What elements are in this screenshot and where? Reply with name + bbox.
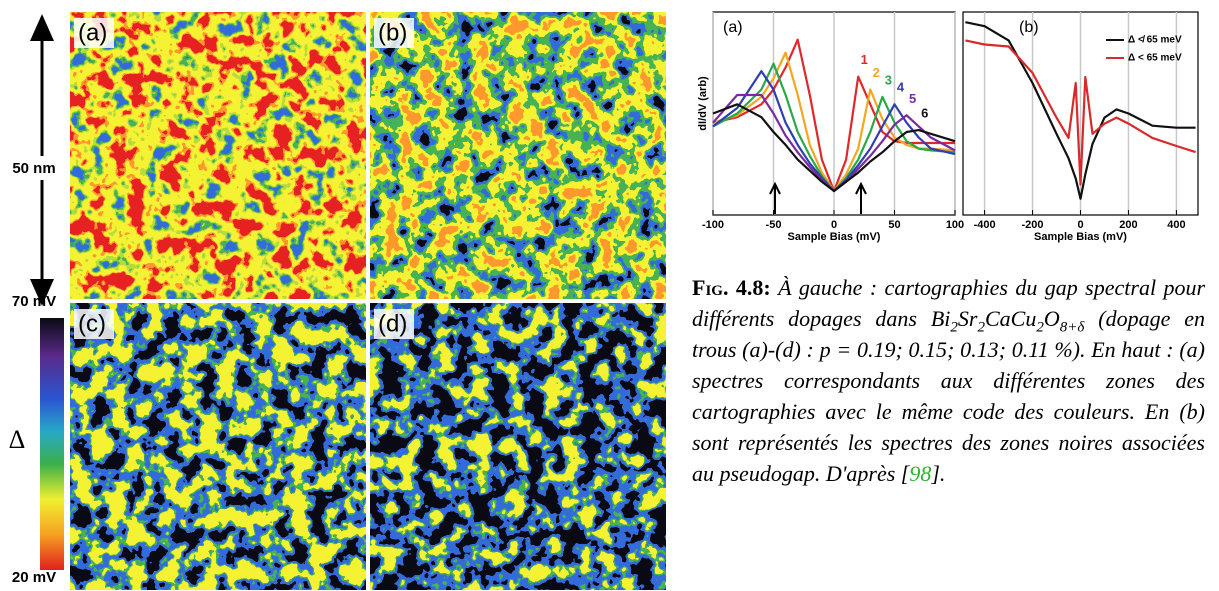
caption-label: Fig. 4.8: (692, 275, 771, 300)
spectrum-line (712, 103, 956, 193)
series-label: 1 (861, 52, 868, 67)
formula-part: 2 (950, 319, 958, 336)
caption-text: (dopage en trous (a)-(d) : p = 0.19; 0.1… (692, 306, 1205, 486)
x-tick-label: 100 (946, 219, 964, 231)
legend-label: Δ < 65 meV (1128, 53, 1182, 64)
colorbar-symbol: Δ (9, 425, 26, 454)
formula-part: 8+δ (1059, 319, 1085, 336)
x-axis-title: Sample Bias (mV) (1034, 231, 1127, 243)
series-label: 3 (885, 72, 892, 87)
formula-part: 2 (1036, 319, 1044, 336)
series-label: 4 (897, 80, 905, 95)
gap-arrow (769, 181, 781, 214)
spectrum-line (965, 39, 1196, 186)
colorbar-top: 70 mV (12, 293, 56, 310)
scale-label: 50 nm (12, 160, 55, 177)
formula-part: 2 (977, 319, 985, 336)
colorbar-bottom: 20 mV (12, 569, 56, 586)
caption-text: ]. (931, 461, 946, 486)
colorbar (40, 318, 64, 570)
scale-label-bg (3, 156, 65, 180)
formula-part: CaCu (984, 306, 1037, 331)
gap-map (70, 303, 366, 590)
gap-map (70, 12, 366, 299)
x-tick-label: 0 (1077, 219, 1083, 231)
x-tick-label: -400 (974, 219, 996, 231)
gap-maps: (a) (b) (c) (d) (70, 12, 666, 590)
map-label: (b) (378, 19, 407, 46)
series-label: 2 (873, 65, 880, 80)
formula-part: Sr (957, 306, 978, 331)
reference-link[interactable]: 98 (909, 461, 932, 486)
map-label-bg (374, 18, 414, 48)
map-label-bg (74, 309, 114, 339)
map-label-bg (74, 18, 114, 48)
formula: Bi2Sr2CaCu2O8+δ (930, 306, 1084, 335)
series-label: 5 (909, 91, 916, 106)
formula-part: Bi (930, 306, 951, 331)
x-tick-label: -200 (1022, 219, 1044, 231)
x-axis-title: Sample Bias (mV) (788, 231, 881, 243)
series-label: 6 (921, 106, 928, 121)
map-label: (c) (78, 310, 106, 337)
x-tick-label: 50 (888, 219, 900, 231)
caption: Fig. 4.8: À gauche : cartographies du ga… (692, 272, 1205, 489)
x-tick-label: -50 (766, 219, 782, 231)
formula-part: O (1043, 306, 1060, 331)
spectrum-line (712, 51, 956, 193)
legend-label: Δ ≮ 65 meV (1128, 34, 1182, 46)
map-label: (a) (78, 19, 107, 46)
caption-text: À gauche : cartographies du gap spectral… (692, 275, 1206, 331)
y-axis-title: dI/dV (arb) (697, 76, 709, 131)
x-tick-label: 200 (1119, 219, 1137, 231)
map-label-bg (374, 309, 414, 339)
x-tick-label: -100 (702, 219, 724, 231)
gap-map (370, 12, 666, 299)
panel-label: (b) (1019, 19, 1039, 36)
gap-map (370, 303, 666, 590)
x-tick-label: 400 (1167, 219, 1185, 231)
x-tick-label: 0 (831, 219, 837, 231)
spectrum-line (965, 21, 1196, 200)
gap-arrow (855, 181, 867, 214)
panel-label: (a) (723, 19, 743, 36)
map-label: (d) (378, 310, 407, 337)
